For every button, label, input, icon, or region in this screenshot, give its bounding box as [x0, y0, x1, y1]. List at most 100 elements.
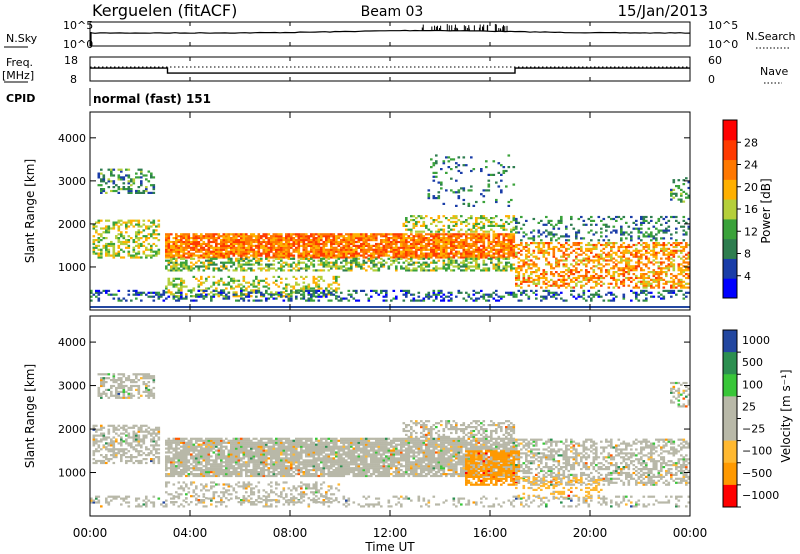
heatmap-cell: [587, 289, 591, 292]
heatmap-cell: [322, 279, 326, 282]
heatmap-cell: [310, 244, 313, 247]
heatmap-cell: [187, 246, 191, 249]
heatmap-cell: [95, 459, 98, 463]
heatmap-cell: [217, 283, 221, 286]
heatmap-cell: [625, 231, 628, 234]
heatmap-cell: [277, 246, 281, 249]
heatmap-cell: [547, 243, 551, 247]
heatmap-cell: [335, 240, 338, 244]
heatmap-cell: [102, 444, 106, 447]
heatmap-cell: [550, 242, 553, 245]
heatmap-cell: [655, 271, 658, 274]
heatmap-cell: [475, 219, 478, 222]
heatmap-cell: [180, 248, 183, 251]
heatmap-cell: [487, 185, 491, 188]
heatmap-cell: [682, 265, 686, 268]
heatmap-cell: [615, 295, 618, 298]
heatmap-cell: [122, 250, 126, 253]
heatmap-cell: [427, 242, 431, 246]
heatmap-cell: [372, 256, 376, 259]
heatmap-cell: [102, 176, 106, 179]
heatmap-cell: [227, 235, 231, 238]
heatmap-cell: [335, 267, 338, 270]
heatmap-cell: [267, 259, 271, 262]
heatmap-cell: [222, 295, 226, 298]
heatmap-cell: [250, 244, 253, 247]
heatmap-cell: [505, 242, 508, 246]
heatmap-cell: [417, 230, 421, 233]
heatmap-cell: [130, 256, 133, 259]
heatmap-cell: [657, 229, 661, 232]
heatmap-cell: [305, 299, 308, 302]
heatmap-cell: [530, 259, 533, 262]
heatmap-cell: [135, 291, 138, 294]
heatmap-cell: [112, 248, 116, 251]
heatmap-cell: [672, 179, 676, 182]
heatmap-cell: [667, 225, 671, 228]
heatmap-cell: [115, 379, 118, 382]
heatmap-cell: [470, 185, 473, 188]
heatmap-cell: [350, 242, 353, 246]
heatmap-cell: [617, 269, 621, 272]
heatmap-cell: [442, 254, 446, 257]
heatmap-cell: [92, 225, 96, 228]
heatmap-cell: [180, 254, 183, 257]
heatmap-cell: [252, 283, 256, 286]
heatmap-cell: [440, 250, 443, 253]
heatmap-cell: [397, 250, 401, 253]
heatmap-cell: [670, 253, 673, 256]
heatmap-cell: [480, 168, 483, 171]
heatmap-cell: [502, 224, 506, 227]
heatmap-cell: [197, 295, 201, 298]
heatmap-cell: [190, 261, 193, 264]
heatmap-cell: [217, 295, 221, 298]
heatmap-cell: [435, 154, 438, 157]
heatmap-cell: [202, 261, 206, 264]
heatmap-cell: [650, 278, 653, 281]
heatmap-cell: [215, 246, 218, 249]
heatmap-cell: [145, 239, 148, 242]
heatmap-cell: [177, 250, 181, 253]
heatmap-cell: [187, 265, 191, 268]
heatmap-cell: [532, 280, 536, 283]
heatmap-cell: [222, 235, 226, 238]
heatmap-cell: [132, 254, 136, 257]
heatmap-cell: [515, 245, 518, 249]
heatmap-cell: [680, 263, 683, 266]
heatmap-cell: [665, 215, 668, 219]
heatmap-cell: [170, 291, 173, 294]
heatmap-cell: [502, 242, 506, 246]
heatmap-cell: [100, 459, 103, 463]
heatmap-cell: [310, 261, 313, 264]
heatmap-cell: [607, 251, 611, 254]
heatmap-cell: [597, 263, 601, 266]
heatmap-cell: [167, 246, 171, 249]
heatmap-cell: [122, 186, 126, 189]
heatmap-cell: [212, 256, 216, 259]
heatmap-cell: [205, 248, 208, 251]
heatmap-cell: [255, 240, 258, 244]
heatmap-cell: [140, 242, 143, 246]
heatmap-cell: [347, 239, 351, 242]
heatmap-cell: [375, 239, 378, 242]
heatmap-cell: [382, 246, 386, 249]
power-colorbar-segment: [723, 139, 737, 161]
heatmap-cell: [662, 229, 666, 232]
heatmap-cell: [105, 254, 108, 257]
heatmap-cell: [280, 250, 283, 253]
heatmap-cell: [280, 248, 283, 251]
heatmap-cell: [685, 265, 688, 268]
heatmap-cell: [200, 277, 203, 280]
heatmap-cell: [180, 244, 183, 247]
power-colorbar-tick-label: 24: [744, 159, 758, 172]
heatmap-cell: [400, 250, 403, 253]
heatmap-cell: [477, 291, 481, 294]
heatmap-cell: [145, 256, 148, 259]
heatmap-cell: [195, 265, 198, 268]
heatmap-cell: [265, 256, 268, 259]
heatmap-cell: [675, 286, 678, 289]
heatmap-cell: [392, 252, 396, 255]
heatmap-cell: [355, 252, 358, 255]
heatmap-cell: [190, 299, 193, 302]
heatmap-cell: [132, 256, 136, 259]
